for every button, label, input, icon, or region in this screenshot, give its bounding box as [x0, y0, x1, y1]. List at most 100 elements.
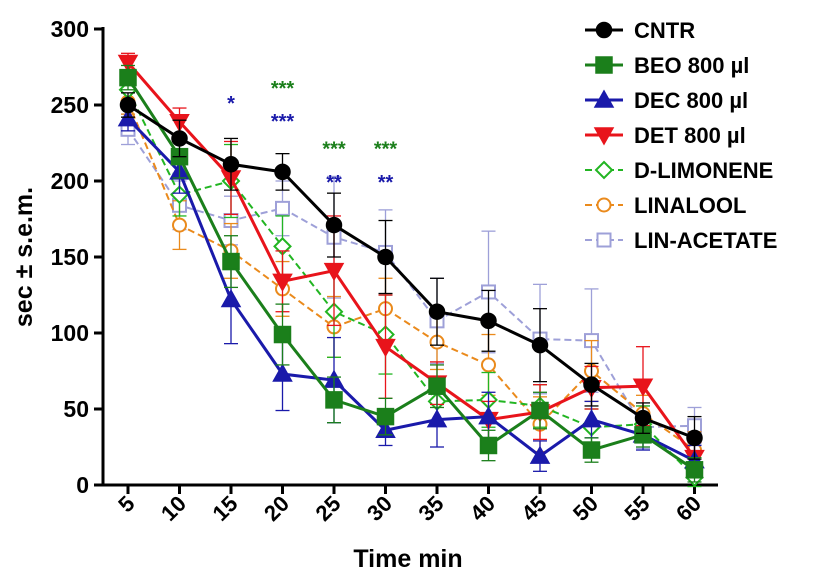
- x-tick-label: 40: [465, 491, 500, 526]
- x-tick-label: 10: [156, 491, 191, 526]
- data-point: [170, 185, 189, 205]
- significance-marker: ***: [271, 111, 295, 133]
- x-tick-label: 15: [208, 491, 243, 526]
- significance-marker: ***: [271, 78, 295, 100]
- y-tick-label: 100: [51, 320, 89, 346]
- significance-marker: ***: [322, 139, 346, 161]
- significance-marker: **: [326, 172, 342, 194]
- x-tick-label: 35: [414, 491, 449, 526]
- data-point: [222, 252, 240, 271]
- data-point: [632, 378, 654, 397]
- legend-item: LINALOOL: [585, 193, 746, 218]
- series-line: [126, 117, 696, 463]
- series-3: [117, 52, 705, 474]
- legend-item: CNTR: [585, 18, 695, 43]
- legend-label: D-LIMONENE: [634, 158, 773, 183]
- data-point: [428, 303, 446, 320]
- data-point: [171, 130, 188, 147]
- y-tick-label: 0: [76, 472, 89, 498]
- x-axis-label: Time min: [353, 545, 462, 573]
- data-point: [529, 445, 551, 464]
- data-point: [685, 461, 704, 479]
- axes: 0 50 100 150 200 250 300 5 10 15 20 25 30 35 40 45 50 55 6…: [51, 16, 718, 526]
- data-point: [272, 273, 293, 292]
- legend-marker: [593, 127, 615, 146]
- annotations: *****************: [227, 78, 397, 194]
- data-point: [323, 262, 345, 282]
- series-layer: [117, 52, 705, 488]
- x-tick-label: 60: [671, 491, 706, 526]
- data-point: [634, 409, 652, 427]
- x-tick-label: 5: [113, 491, 139, 517]
- legend-item: LIN-ACETATE: [585, 228, 777, 253]
- legend-item: D-LIMONENE: [585, 158, 773, 183]
- legend-label: BEO 800 µl: [634, 53, 749, 78]
- data-point: [582, 441, 601, 459]
- data-point: [686, 429, 703, 447]
- data-point: [375, 338, 396, 358]
- data-point: [222, 156, 240, 173]
- legend-label: DEC 800 µl: [634, 88, 748, 113]
- data-point: [274, 163, 291, 181]
- legend-marker: [594, 160, 614, 180]
- x-tick-label: 30: [362, 491, 397, 526]
- x-tick-label: 50: [568, 491, 603, 526]
- data-point: [480, 312, 497, 330]
- legend-label: CNTR: [634, 18, 695, 43]
- significance-marker: *: [227, 93, 235, 115]
- legend-marker: [595, 56, 613, 74]
- data-point: [481, 357, 496, 373]
- data-point: [376, 407, 395, 426]
- data-point: [478, 406, 499, 425]
- legend-label: DET 800 µl: [634, 123, 746, 148]
- significance-marker: ***: [374, 139, 398, 161]
- x-tick-label: 55: [620, 491, 655, 526]
- x-tick-label: 45: [517, 491, 552, 526]
- legend-label: LINALOOL: [634, 193, 746, 218]
- series-line: [127, 128, 695, 429]
- data-point: [377, 248, 394, 266]
- data-point: [117, 54, 139, 73]
- data-point: [119, 68, 137, 87]
- series-1: [119, 64, 704, 483]
- data-point: [172, 217, 187, 233]
- data-point: [325, 391, 343, 409]
- series-0: [119, 92, 703, 460]
- legend-marker: [596, 232, 612, 248]
- y-tick-label: 300: [51, 16, 89, 42]
- data-point: [426, 409, 448, 428]
- y-tick-label: 50: [63, 396, 89, 422]
- x-tick-label: 20: [259, 491, 294, 526]
- data-point: [220, 289, 242, 308]
- y-tick-label: 250: [51, 92, 89, 118]
- legend-marker: [593, 89, 615, 108]
- data-point: [428, 377, 446, 395]
- series-line: [127, 103, 696, 440]
- data-point: [272, 363, 293, 382]
- x-tick-label: 25: [311, 491, 346, 526]
- significance-marker: **: [378, 172, 394, 194]
- series-line: [126, 61, 696, 459]
- legend-marker: [595, 21, 613, 39]
- data-point: [479, 436, 498, 455]
- data-point: [275, 200, 290, 216]
- data-point: [273, 325, 292, 344]
- data-point: [119, 96, 137, 114]
- y-axis-label: sec ± s.e.m.: [10, 187, 38, 327]
- y-tick-label: 150: [51, 244, 89, 270]
- data-point: [325, 216, 343, 234]
- legend-item: DEC 800 µl: [585, 88, 748, 113]
- data-point: [581, 409, 602, 428]
- data-point: [583, 376, 600, 393]
- legend-item: DET 800 µl: [585, 123, 746, 148]
- legend-item: BEO 800 µl: [585, 53, 749, 78]
- data-point: [531, 401, 549, 420]
- y-tick-label: 200: [51, 168, 89, 194]
- series-2: [117, 105, 705, 477]
- data-point: [531, 336, 549, 354]
- series-5: [120, 89, 702, 469]
- legend-label: LIN-ACETATE: [634, 228, 777, 253]
- legend: CNTR BEO 800 µl DEC 800 µl DET 800 µl D-LIMO…: [585, 18, 777, 253]
- legend-marker: [596, 197, 612, 213]
